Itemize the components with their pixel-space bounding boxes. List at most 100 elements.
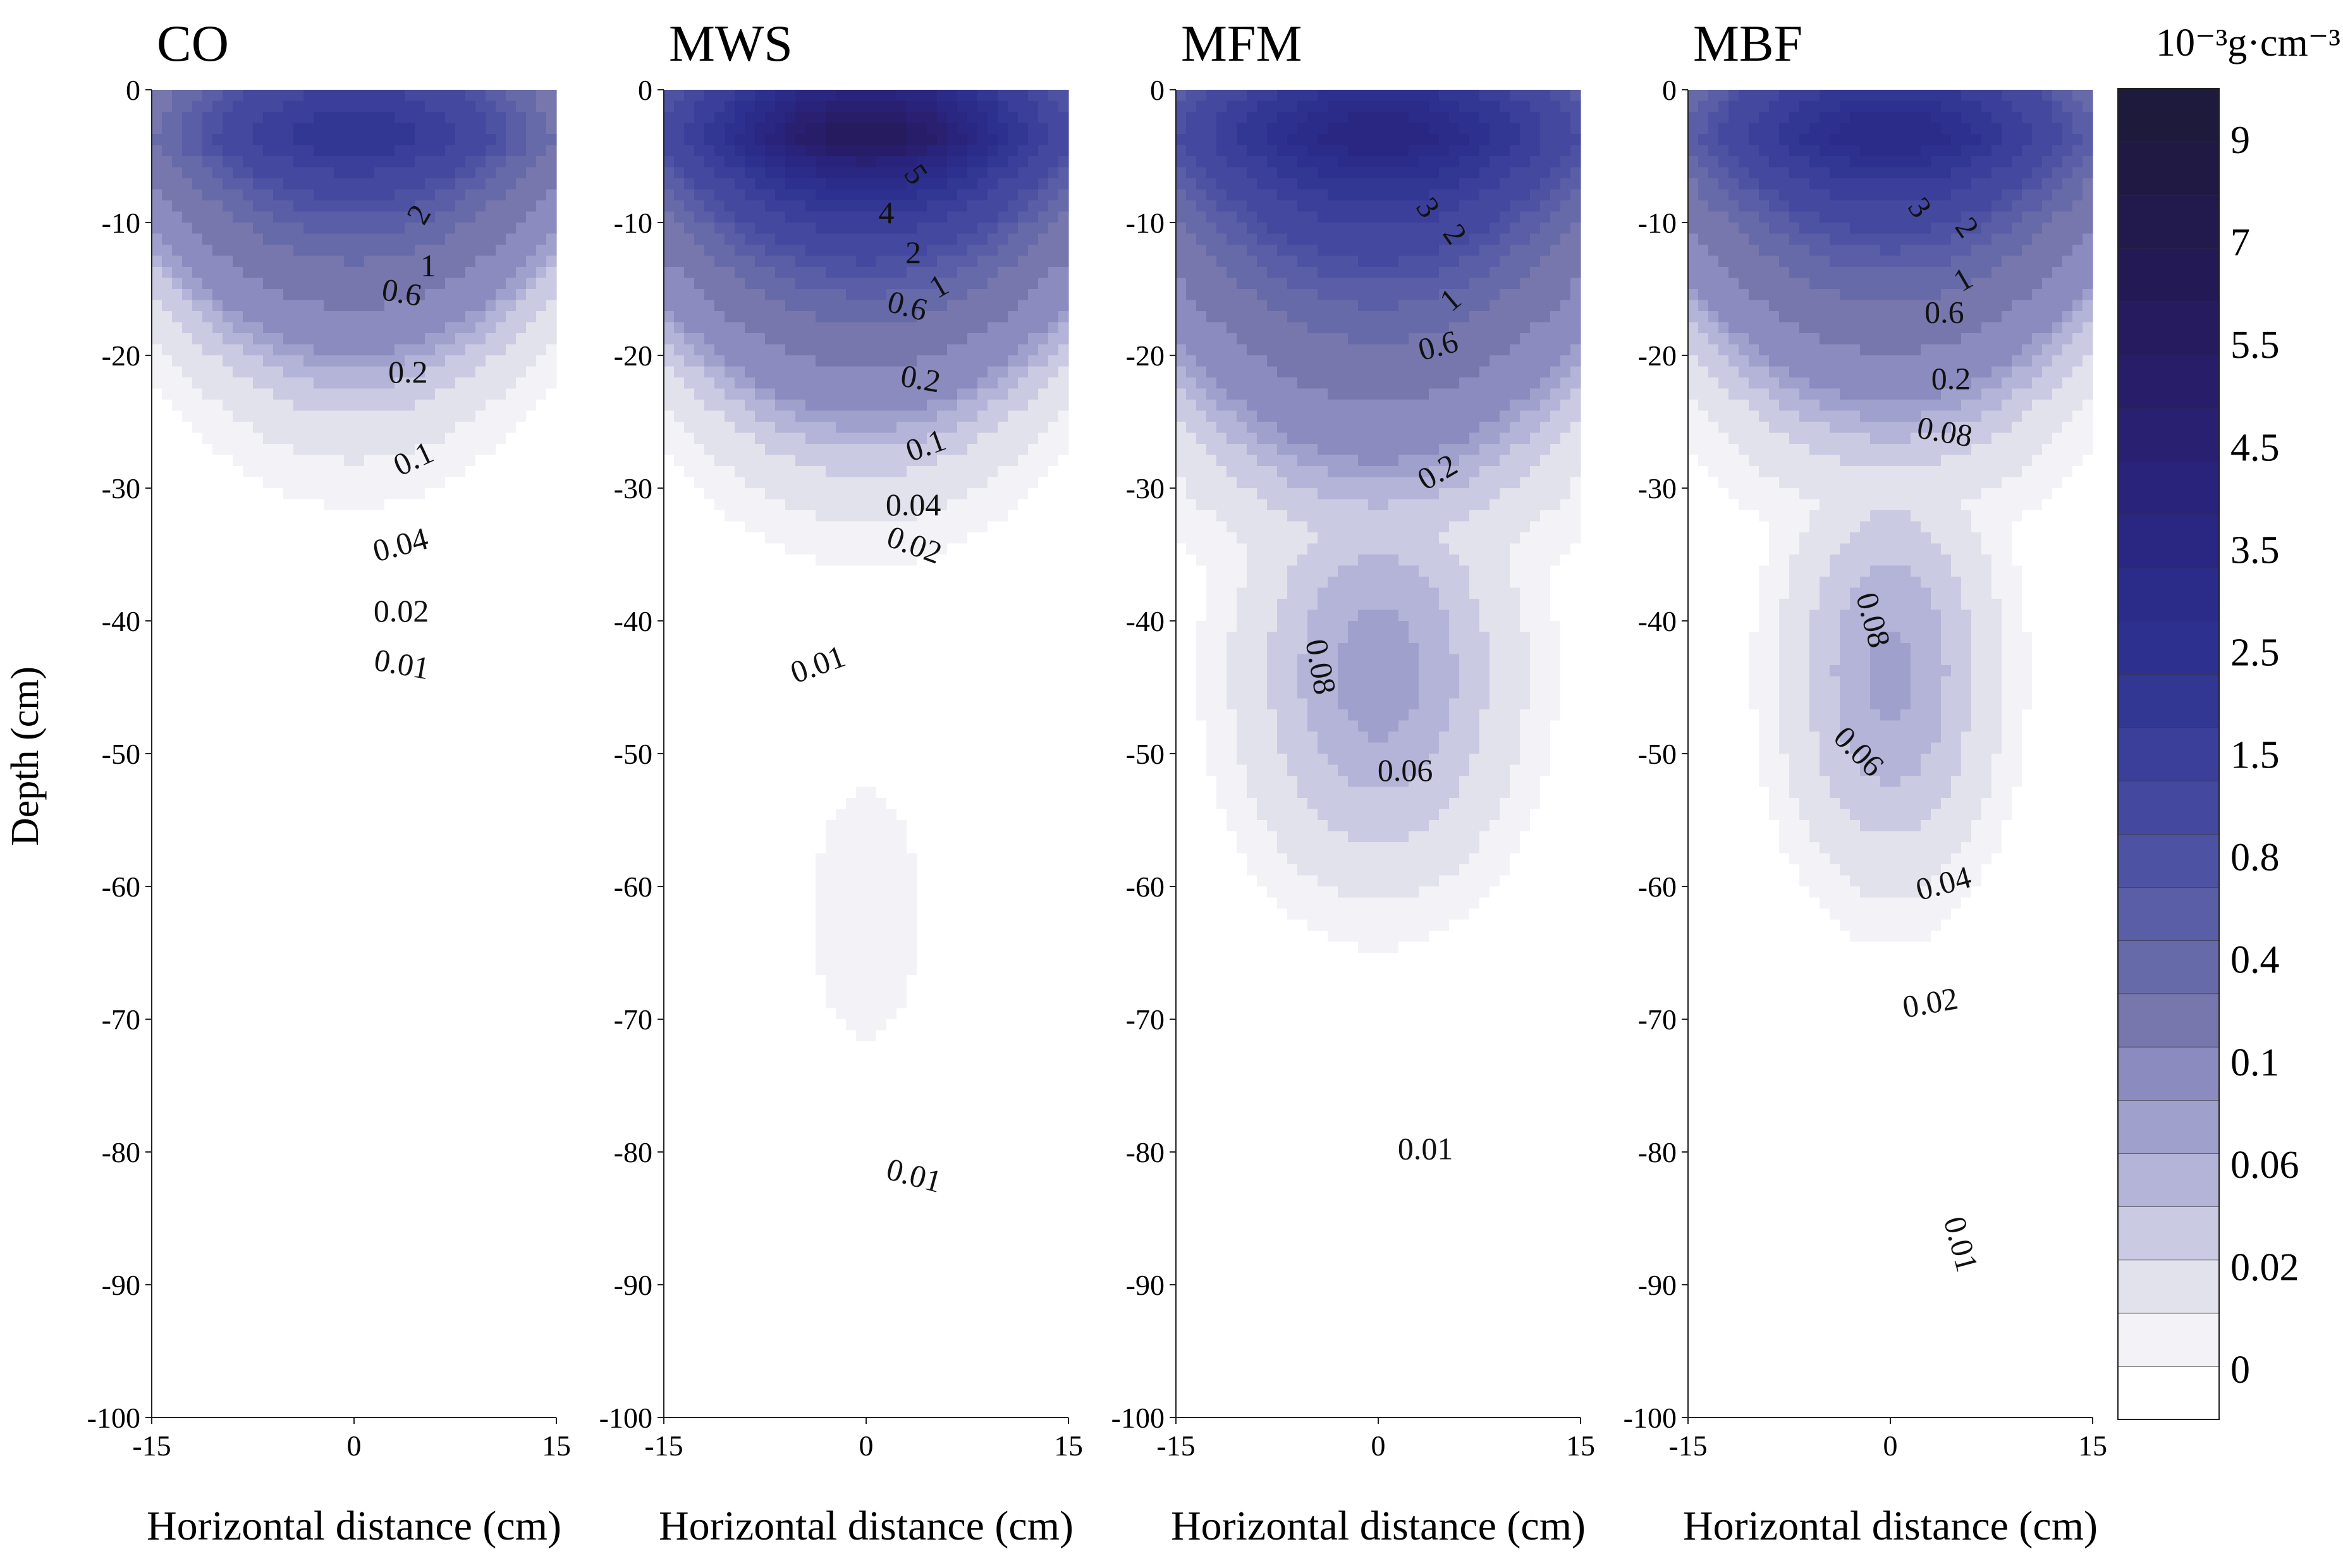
contour-cell <box>435 167 446 179</box>
contour-cell <box>182 101 193 113</box>
contour-cell <box>334 986 345 998</box>
contour-cell <box>435 842 446 854</box>
contour-cell <box>212 1285 223 1297</box>
contour-cell <box>486 1052 496 1064</box>
contour-cell <box>425 764 436 776</box>
contour-cell <box>263 1141 274 1153</box>
contour-cell <box>886 112 897 124</box>
contour-cell <box>162 565 173 577</box>
contour-cell <box>364 1152 375 1164</box>
contour-cell <box>324 742 334 754</box>
contour-cell <box>1018 101 1029 113</box>
contour-cell <box>223 897 233 909</box>
contour-cell <box>405 687 415 699</box>
contour-cell <box>243 577 254 589</box>
contour-cell <box>303 422 314 434</box>
contour-cell <box>405 1130 415 1142</box>
contour-cell <box>314 897 324 909</box>
contour-cell <box>253 919 264 931</box>
contour-cell <box>324 931 334 943</box>
contour-cell <box>374 1273 385 1285</box>
contour-cell <box>415 344 425 356</box>
contour-cell <box>405 1052 415 1064</box>
contour-cell <box>395 1406 405 1418</box>
contour-cell <box>202 1130 213 1142</box>
contour-cell <box>344 355 355 367</box>
contour-cell <box>182 355 193 367</box>
contour-cell <box>243 1395 254 1407</box>
contour-cell <box>324 1063 334 1075</box>
contour-cell <box>384 400 395 412</box>
contour-cell <box>384 167 395 179</box>
contour-cell <box>496 90 506 102</box>
contour-cell <box>415 112 425 124</box>
contour-cell <box>445 820 456 832</box>
contour-cell <box>415 609 425 622</box>
contour-cell <box>395 1329 405 1341</box>
contour-cell <box>243 1251 254 1263</box>
contour-cell <box>202 444 213 456</box>
contour-cell <box>172 289 183 301</box>
contour-cell <box>182 1185 193 1197</box>
contour-cell <box>364 1340 375 1352</box>
contour-cell <box>374 278 385 290</box>
contour-cell <box>455 1318 466 1330</box>
contour-cell <box>465 909 476 921</box>
contour-cell <box>374 1318 385 1330</box>
contour-cell <box>475 754 486 766</box>
contour-cell <box>253 698 264 710</box>
contour-cell <box>435 764 446 776</box>
contour-cell <box>324 167 334 179</box>
contour-cell <box>364 1240 375 1253</box>
contour-cell <box>384 632 395 644</box>
contour-cell <box>506 565 517 577</box>
contour-cell <box>233 488 243 500</box>
contour-cell <box>263 510 274 522</box>
contour-cell <box>192 1351 203 1363</box>
contour-cell <box>486 720 496 732</box>
contour-cell <box>354 167 365 179</box>
contour-cell <box>354 1008 365 1020</box>
contour-cell <box>496 875 506 887</box>
contour-cell <box>374 211 385 223</box>
contour-cell <box>435 90 446 102</box>
contour-cell <box>475 687 486 699</box>
contour-cell <box>152 189 162 201</box>
contour-cell <box>455 577 466 589</box>
contour-cell <box>253 1185 264 1197</box>
contour-cell <box>182 842 193 854</box>
contour-cell <box>243 964 254 976</box>
contour-cell <box>283 1130 294 1142</box>
contour-cell <box>496 1141 506 1153</box>
contour-cell <box>233 1285 243 1297</box>
contour-cell <box>374 289 385 301</box>
contour-cell <box>283 886 294 898</box>
contour-cell <box>293 90 304 102</box>
contour-cell <box>536 787 547 799</box>
contour-cell <box>233 587 243 599</box>
contour-cell <box>182 233 193 245</box>
contour-cell <box>384 432 395 444</box>
contour-cell <box>303 1086 314 1098</box>
contour-cell <box>415 1096 425 1108</box>
contour-cell <box>354 245 365 257</box>
contour-cell <box>293 897 304 909</box>
contour-cell <box>384 1008 395 1020</box>
contour-cell <box>162 90 173 102</box>
contour-cell <box>243 400 254 412</box>
contour-cell <box>395 709 405 721</box>
contour-cell <box>334 499 345 511</box>
contour-cell <box>172 1041 183 1053</box>
contour-cell <box>263 1063 274 1075</box>
contour-cell <box>233 1240 243 1253</box>
contour-cell <box>182 643 193 655</box>
contour-cell <box>745 112 756 124</box>
contour-cell <box>303 720 314 732</box>
contour-cell <box>283 632 294 644</box>
contour-cell <box>253 1163 264 1175</box>
contour-cell <box>202 1263 213 1275</box>
contour-cell <box>445 1052 456 1064</box>
contour-cell <box>876 123 887 135</box>
contour-cell <box>334 366 345 378</box>
contour-cell <box>496 831 506 843</box>
